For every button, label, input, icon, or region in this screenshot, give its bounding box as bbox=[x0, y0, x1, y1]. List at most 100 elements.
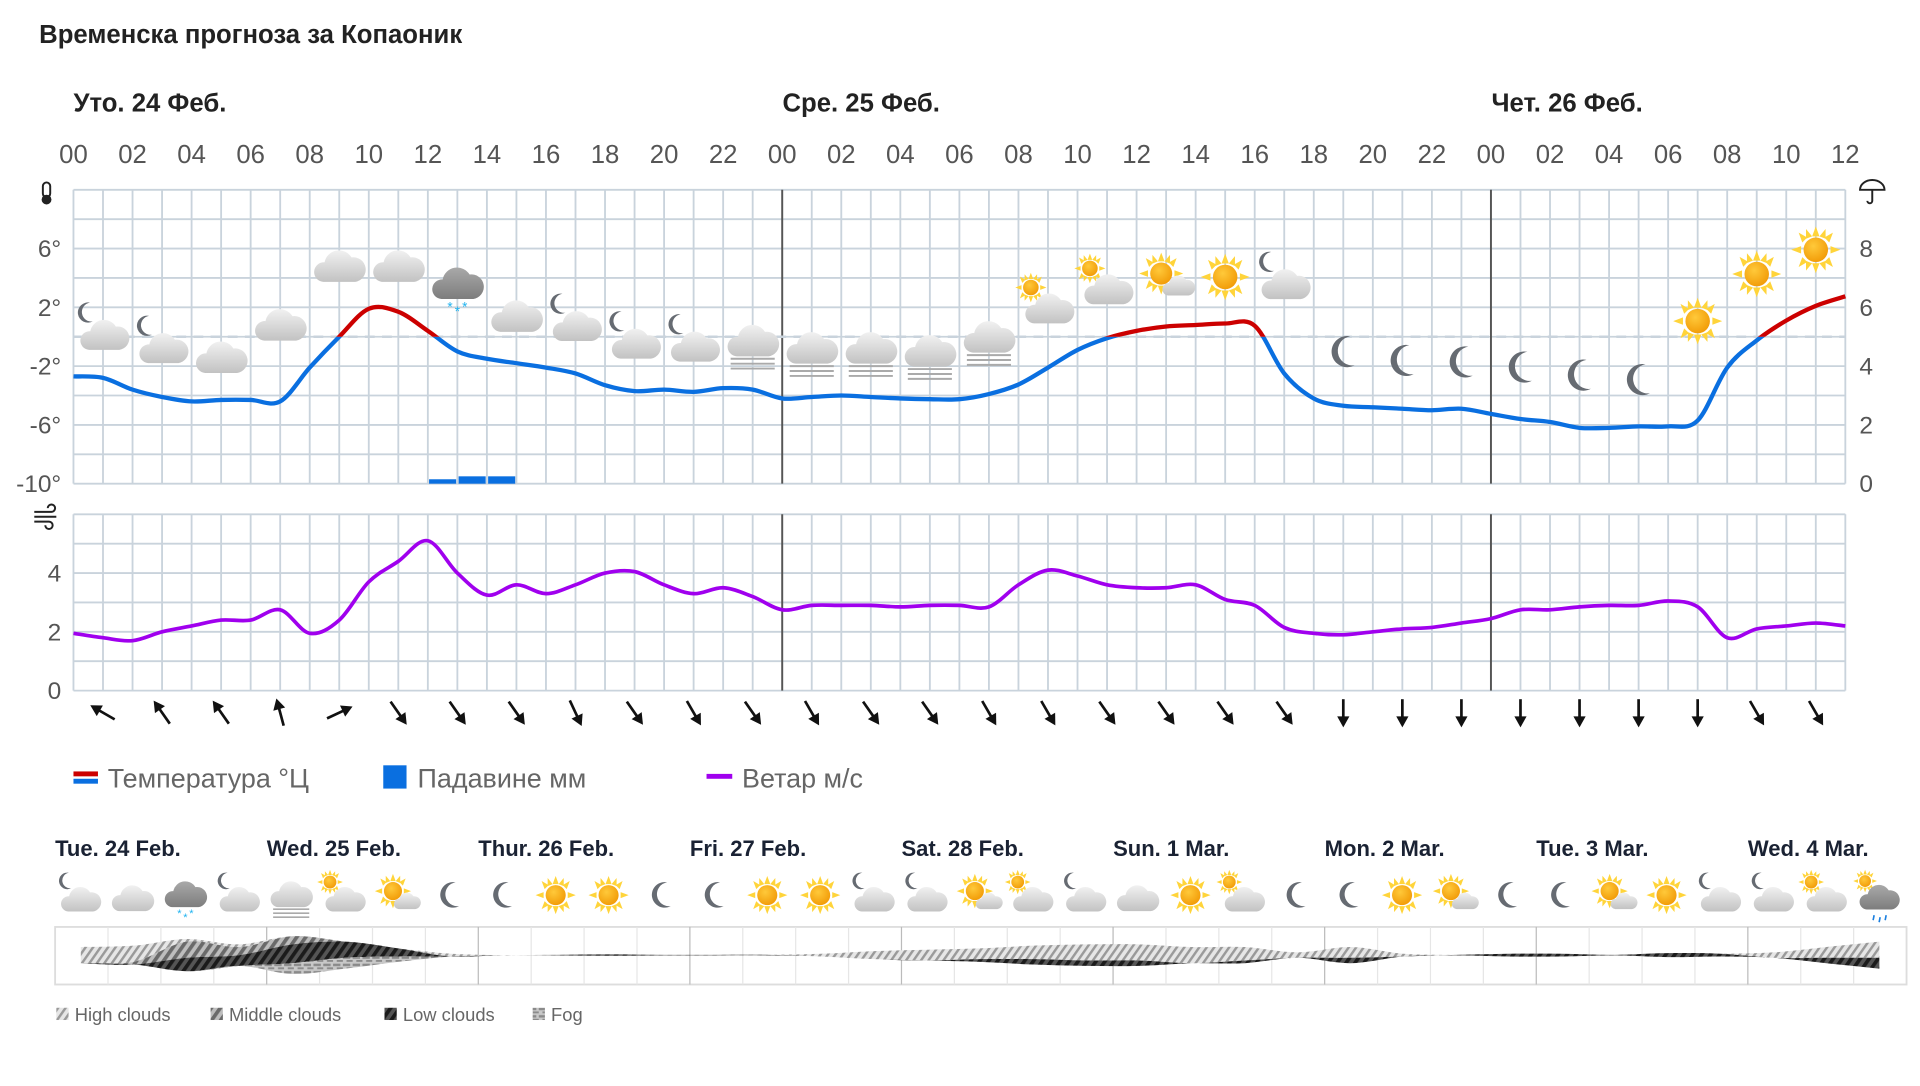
night-cloud-icon bbox=[1064, 872, 1107, 912]
arrow-head bbox=[339, 705, 353, 717]
low-clouds-swatch bbox=[384, 1007, 397, 1021]
sun-glyph bbox=[800, 876, 841, 915]
sun-cloud-icon bbox=[317, 869, 366, 912]
moon-glyph bbox=[1259, 251, 1275, 272]
wind-arrow-icon bbox=[1691, 699, 1704, 728]
sun-cloud-icon bbox=[1004, 869, 1054, 912]
arrow-head bbox=[571, 713, 583, 726]
forecast-day-label: Wed. 4 Mar. bbox=[1748, 836, 1869, 861]
moon-icon bbox=[493, 882, 513, 908]
temperature-tick-label: -2° bbox=[30, 354, 62, 381]
arrow-head bbox=[1104, 712, 1116, 725]
precipitation-tick-label: 6 bbox=[1859, 295, 1873, 322]
arrow-head bbox=[985, 712, 997, 726]
hour-label: 00 bbox=[1477, 141, 1506, 169]
cloud-glyph bbox=[373, 250, 425, 282]
cloud-legend: High clouds Middle clouds Low clouds Fog bbox=[56, 1004, 583, 1025]
day-header-2: Сре. 25 Феб. bbox=[782, 89, 939, 117]
cloud-glyph bbox=[61, 886, 102, 912]
snowflake: * bbox=[455, 304, 461, 319]
moon-glyph bbox=[136, 315, 152, 336]
hour-label: 08 bbox=[295, 141, 324, 169]
wind-icon bbox=[34, 503, 57, 530]
sun-partly-icon bbox=[374, 873, 421, 910]
cloud-glyph bbox=[907, 886, 948, 912]
moon-glyph bbox=[1751, 872, 1765, 890]
sun-glyph bbox=[747, 876, 788, 915]
wind-direction-arrows bbox=[90, 698, 1824, 728]
hour-label: 18 bbox=[591, 141, 620, 169]
temperature-tick-label: -6° bbox=[30, 412, 62, 439]
wind-arrow-icon bbox=[1807, 700, 1824, 726]
temperature-legend-icon bbox=[73, 771, 98, 784]
arrow-head bbox=[1222, 712, 1234, 725]
night-cloud-icon bbox=[1751, 872, 1794, 912]
moon-icon bbox=[704, 882, 724, 908]
wind-arrow-icon bbox=[1040, 700, 1056, 726]
hour-label: 06 bbox=[236, 141, 265, 169]
sun-icon bbox=[1732, 250, 1782, 298]
cloud-rain-icon bbox=[1853, 869, 1900, 923]
wind-arrow-icon bbox=[981, 700, 997, 726]
sun-partly-icon bbox=[1591, 873, 1638, 910]
sun-icon bbox=[1200, 253, 1250, 301]
forecast-day-label: Tue. 3 Mar. bbox=[1536, 836, 1648, 861]
wind-arrow-icon bbox=[803, 700, 820, 726]
cloud-glyph bbox=[854, 886, 895, 912]
moon-glyph bbox=[550, 293, 566, 314]
sun-glyph bbox=[1646, 876, 1687, 915]
arrow-head bbox=[1691, 716, 1704, 728]
night-cloud-icon bbox=[852, 872, 895, 912]
forecast-day-label: Tue. 24 Feb. bbox=[55, 836, 181, 861]
precipitation-tick-label: 4 bbox=[1859, 354, 1873, 381]
arrow-head bbox=[1455, 716, 1468, 728]
wind-tick-label: 2 bbox=[48, 619, 62, 646]
wind-speed-line bbox=[73, 538, 1846, 643]
cloud-glyph bbox=[1261, 269, 1311, 300]
arrow-head bbox=[1812, 712, 1824, 726]
cloud-fog-icon bbox=[845, 332, 898, 377]
temperature-line-above-zero bbox=[336, 294, 1846, 337]
fog-swatch bbox=[532, 1007, 545, 1021]
cloud-fog-icon bbox=[727, 324, 780, 370]
moon-glyph bbox=[1286, 882, 1306, 908]
moon-glyph bbox=[651, 882, 671, 908]
cloud-icon bbox=[314, 250, 366, 282]
arrow-head bbox=[1753, 712, 1765, 726]
sun-partly-icon bbox=[1432, 873, 1479, 910]
moon-icon bbox=[1339, 882, 1359, 908]
temperature-tick-label: -10° bbox=[16, 471, 61, 498]
moon-glyph bbox=[852, 872, 865, 890]
cloud-glyph bbox=[904, 335, 957, 367]
snowflake: * bbox=[447, 299, 453, 314]
sun-icon bbox=[800, 876, 841, 915]
raindrop bbox=[1872, 915, 1875, 921]
wind-tick-label: 0 bbox=[48, 678, 62, 705]
cloud-glyph bbox=[325, 886, 366, 912]
wind-arrow-icon bbox=[743, 700, 762, 725]
moon-glyph bbox=[493, 882, 513, 908]
cloud-layers-band bbox=[54, 926, 1908, 986]
forecast-day-label: Sun. 1 Mar. bbox=[1113, 836, 1229, 861]
arrow-head bbox=[1044, 712, 1056, 726]
cloud-fog-icon bbox=[786, 332, 839, 377]
moon-glyph bbox=[217, 872, 230, 890]
night-cloud-icon bbox=[217, 872, 260, 912]
wind-arrow-icon bbox=[1396, 699, 1409, 728]
sun-glyph bbox=[1200, 253, 1250, 301]
wind-arrow-icon bbox=[685, 700, 701, 726]
moon-glyph bbox=[1064, 872, 1077, 890]
snowflake: * bbox=[462, 299, 468, 314]
wind-arrow-icon bbox=[273, 698, 286, 727]
sun-icon bbox=[535, 876, 576, 915]
precipitation-bar bbox=[488, 476, 516, 484]
sun-cloud-icon bbox=[1798, 869, 1847, 912]
arrow-head bbox=[513, 712, 525, 725]
hour-label: 04 bbox=[177, 141, 206, 169]
cloud-glyph bbox=[1224, 886, 1265, 912]
snowflake: * bbox=[189, 908, 194, 920]
sun-glyph bbox=[1791, 226, 1841, 274]
dcloud-glyph bbox=[164, 881, 208, 908]
cloud-glyph bbox=[1013, 886, 1054, 912]
cloud-icon bbox=[111, 885, 155, 912]
